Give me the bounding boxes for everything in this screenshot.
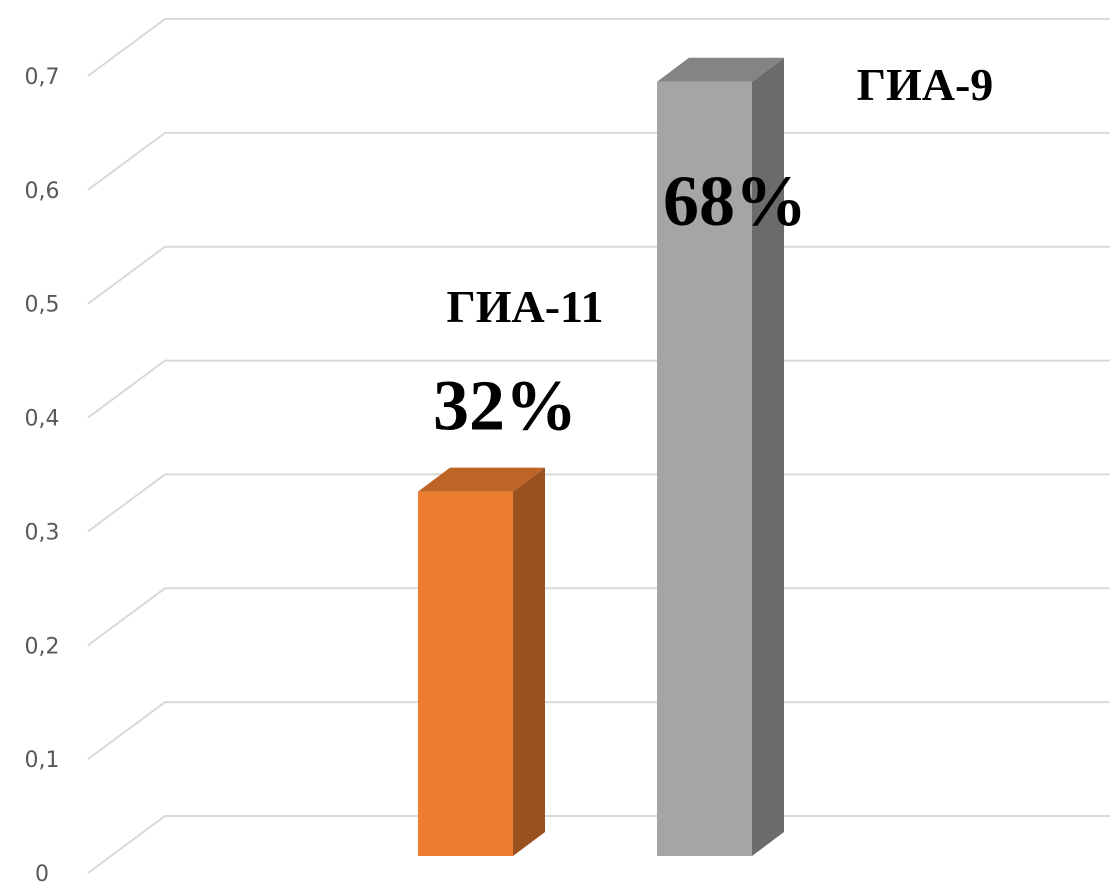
y-tick-label: 0,1 [25, 748, 60, 773]
grid-line [87, 815, 1110, 874]
grid-line [87, 359, 1110, 419]
bar-top [657, 57, 784, 82]
grid-line [87, 18, 1110, 77]
bar-side [513, 467, 545, 856]
y-tick-label: 0,5 [25, 293, 60, 318]
bar [657, 81, 752, 857]
y-tick-label: 0,3 [25, 520, 60, 545]
y-tick-label: 0,2 [25, 634, 60, 659]
category-label: ГИА-11 [446, 281, 603, 332]
grid-line [87, 701, 1110, 760]
data-label: 32% [433, 366, 577, 446]
y-tick-label: 0,4 [25, 407, 60, 432]
category-label: ГИА-9 [857, 59, 994, 110]
grid-line [87, 473, 1110, 533]
y-tick-label: 0,6 [25, 179, 60, 204]
y-tick-label: 0,7 [25, 65, 60, 90]
grid-line [87, 131, 1110, 191]
bar-top [418, 467, 545, 492]
bar-side [752, 57, 784, 857]
y-tick-label: 0 [35, 862, 49, 886]
bar [418, 491, 513, 856]
data-label: 68% [663, 161, 807, 241]
grid-line [87, 245, 1110, 305]
grid-line [87, 587, 1110, 647]
